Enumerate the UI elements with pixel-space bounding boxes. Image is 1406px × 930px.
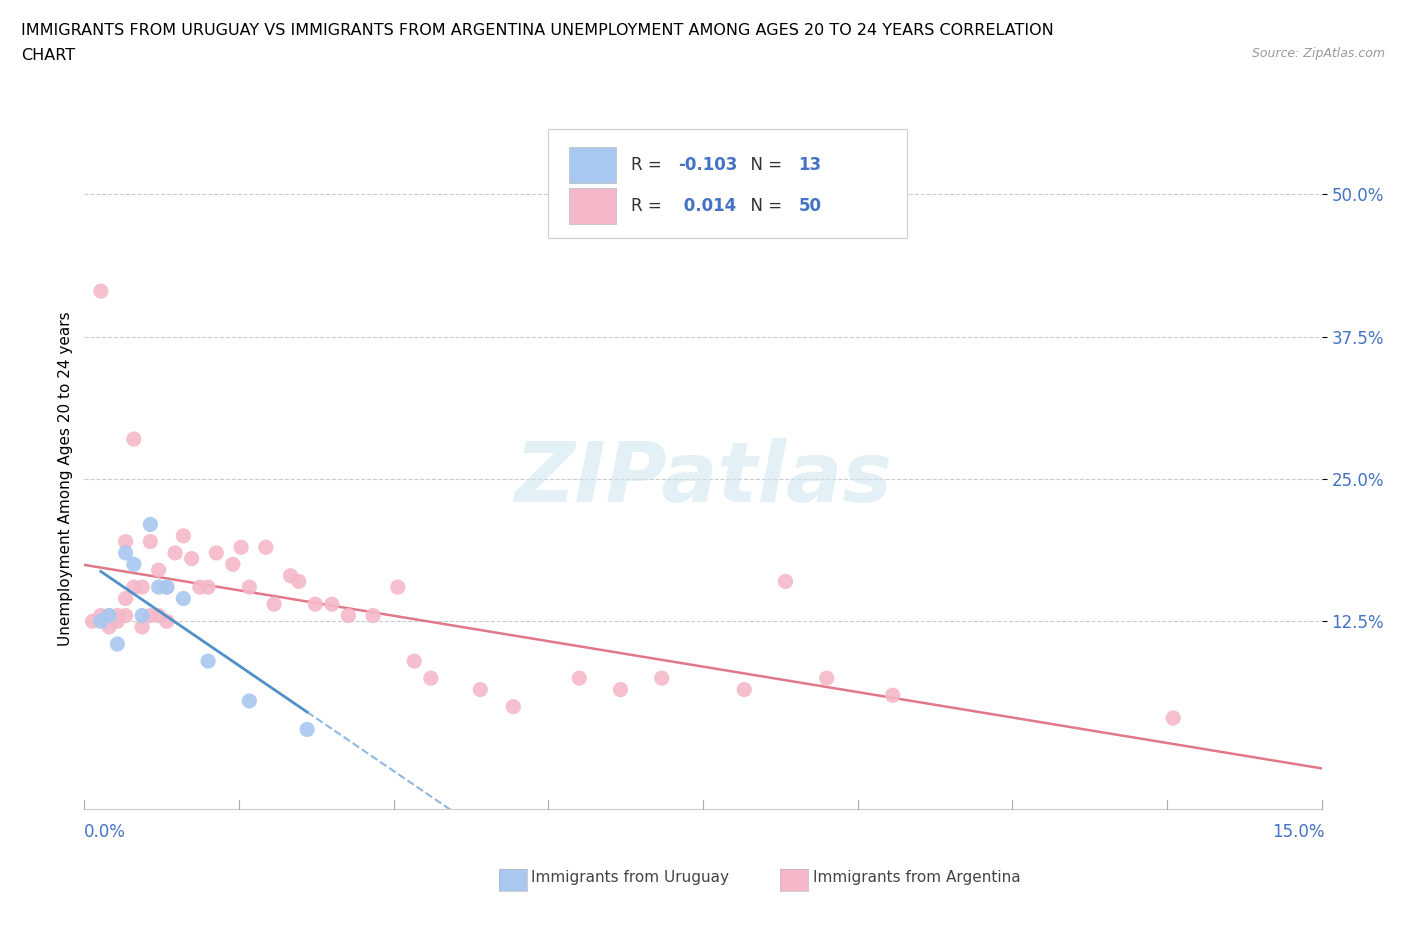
Point (114, 591, 136, 606)
Text: N =: N = (740, 197, 787, 215)
Point (131, 608, 153, 623)
Point (419, 671, 441, 685)
Text: -0.103: -0.103 (678, 156, 738, 174)
Point (238, 694, 260, 709)
Point (105, 614, 128, 629)
Point (205, 546, 228, 561)
Point (254, 539, 277, 554)
Point (361, 608, 384, 623)
Text: R =: R = (631, 197, 668, 215)
Text: N =: N = (740, 156, 787, 174)
Point (180, 551, 202, 566)
Point (139, 608, 162, 623)
Point (197, 654, 219, 669)
Point (295, 722, 318, 737)
Point (122, 557, 145, 572)
Point (114, 546, 136, 561)
Point (156, 614, 179, 629)
Point (148, 579, 170, 594)
Point (165, 546, 187, 561)
Point (229, 539, 252, 554)
Point (238, 579, 260, 594)
Point (114, 534, 136, 549)
Point (90, 608, 112, 623)
Point (122, 579, 145, 594)
Point (280, 568, 302, 583)
Point (131, 579, 153, 594)
Point (568, 671, 591, 685)
Text: 0.0%: 0.0% (84, 823, 127, 841)
Point (321, 597, 343, 612)
Text: 13: 13 (799, 156, 821, 174)
Point (775, 574, 797, 589)
Text: R =: R = (631, 156, 668, 174)
Point (404, 654, 426, 669)
Point (172, 591, 194, 606)
Point (98, 608, 121, 623)
Text: 0.014: 0.014 (678, 197, 737, 215)
Point (387, 579, 409, 594)
Point (156, 579, 179, 594)
Point (502, 699, 524, 714)
Point (105, 608, 128, 623)
Point (304, 597, 326, 612)
Text: IMMIGRANTS FROM URUGUAY VS IMMIGRANTS FROM ARGENTINA UNEMPLOYMENT AMONG AGES 20 : IMMIGRANTS FROM URUGUAY VS IMMIGRANTS FR… (21, 23, 1054, 38)
Point (188, 579, 211, 594)
Text: CHART: CHART (21, 48, 75, 63)
Point (139, 517, 162, 532)
Point (197, 579, 219, 594)
Point (882, 688, 904, 703)
FancyBboxPatch shape (569, 147, 616, 183)
Point (609, 682, 631, 697)
Point (131, 619, 153, 634)
Text: 50: 50 (799, 197, 821, 215)
Text: Immigrants from Argentina: Immigrants from Argentina (813, 870, 1021, 885)
Point (90, 284, 112, 299)
Point (1161, 711, 1184, 725)
Point (470, 682, 492, 697)
Point (148, 563, 170, 578)
Point (82, 614, 104, 629)
Point (139, 534, 162, 549)
Point (98, 608, 121, 623)
Point (288, 574, 311, 589)
Point (156, 579, 179, 594)
Point (815, 671, 838, 685)
Point (172, 528, 194, 543)
Point (148, 608, 170, 623)
Point (651, 671, 673, 685)
Point (337, 608, 360, 623)
Point (105, 637, 128, 652)
Text: ZIPatlas: ZIPatlas (515, 438, 891, 520)
FancyBboxPatch shape (548, 129, 907, 238)
Point (114, 608, 136, 623)
Point (733, 682, 755, 697)
Text: 15.0%: 15.0% (1272, 823, 1324, 841)
Text: Immigrants from Uruguay: Immigrants from Uruguay (531, 870, 730, 885)
Point (263, 597, 285, 612)
Point (90, 614, 112, 629)
Point (98, 619, 121, 634)
Text: Source: ZipAtlas.com: Source: ZipAtlas.com (1251, 46, 1385, 60)
Point (122, 432, 145, 446)
FancyBboxPatch shape (569, 188, 616, 224)
Point (222, 557, 245, 572)
Y-axis label: Unemployment Among Ages 20 to 24 years: Unemployment Among Ages 20 to 24 years (58, 312, 73, 646)
